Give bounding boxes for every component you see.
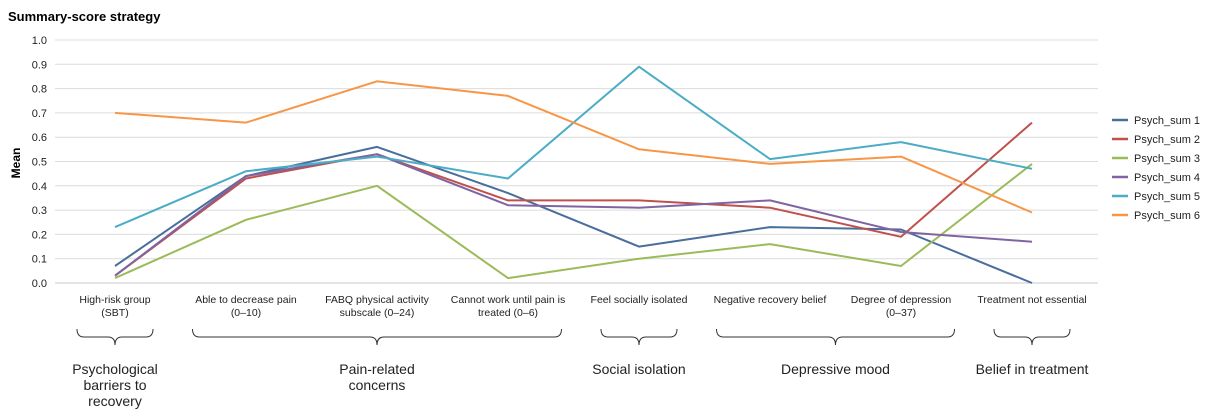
- y-tick-label: 0.9: [32, 59, 47, 71]
- x-category-label: Degree of depression (0–37): [851, 294, 952, 319]
- x-category-label: Treatment not essential: [977, 294, 1086, 306]
- group-label: Social isolation: [592, 361, 685, 377]
- series-lines: [114, 65, 1033, 284]
- series-line-6: [114, 80, 1033, 214]
- y-axis-ticks: 0.0 0.1 0.2 0.3 0.4 0.5 0.6 0.7 0.8 0.9 1.0: [32, 35, 47, 290]
- series-line-2: [114, 121, 1033, 277]
- group-label: Pain-related concerns: [339, 361, 415, 393]
- series-line-5: [114, 65, 1033, 229]
- x-axis-categories: High-risk group (SBT) Able to decrease pai…: [79, 294, 1086, 319]
- y-tick-label: 0.7: [32, 108, 47, 120]
- chart-title: Summary-score strategy: [8, 9, 161, 24]
- series-line-4: [114, 153, 1033, 277]
- legend-entry: Psych_sum 1: [1134, 115, 1200, 127]
- group-brace: [192, 328, 562, 346]
- legend-entry: Psych_sum 6: [1134, 210, 1200, 222]
- legend-entry: Psych_sum 3: [1134, 153, 1200, 165]
- y-tick-label: 0.6: [32, 132, 47, 144]
- x-category-label: Feel socially isolated: [591, 294, 688, 306]
- group-brace: [716, 328, 955, 346]
- y-axis-label: Mean: [9, 148, 23, 179]
- group-label: Depressive mood: [781, 361, 890, 377]
- legend-entry: Psych_sum 4: [1134, 172, 1200, 184]
- group-brace: [600, 328, 678, 346]
- x-category-label: Negative recovery belief: [714, 294, 827, 306]
- x-category-label: Able to decrease pain (0–10): [195, 294, 297, 319]
- group-label: Psychological barriers to recovery: [72, 361, 158, 409]
- category-groups: Psychological barriers to recovery Pain-rel…: [72, 328, 1089, 409]
- y-tick-label: 0.1: [32, 254, 47, 266]
- y-tick-label: 0.3: [32, 205, 47, 217]
- y-tick-label: 0.0: [32, 278, 47, 290]
- x-category-label: FABQ physical activity subscale (0–24): [325, 294, 430, 319]
- y-tick-label: 0.8: [32, 84, 47, 96]
- y-tick-label: 0.2: [32, 229, 47, 241]
- x-category-label: Cannot work until pain is treated (0–6): [451, 294, 565, 319]
- legend-entry: Psych_sum 2: [1134, 134, 1200, 146]
- y-tick-label: 0.5: [32, 157, 47, 169]
- group-label: Belief in treatment: [976, 361, 1089, 377]
- group-brace: [76, 328, 154, 346]
- y-tick-label: 0.4: [32, 181, 47, 193]
- series-line-1: [114, 145, 1033, 284]
- group-brace: [993, 328, 1071, 346]
- grid: [55, 39, 1098, 284]
- legend: Psych_sum 1 Psych_sum 2 Psych_sum 3 Psych_s…: [1112, 115, 1200, 222]
- x-category-label: High-risk group (SBT): [79, 294, 150, 319]
- y-tick-label: 1.0: [32, 35, 47, 47]
- legend-entry: Psych_sum 5: [1134, 191, 1200, 203]
- series-line-3: [114, 163, 1033, 280]
